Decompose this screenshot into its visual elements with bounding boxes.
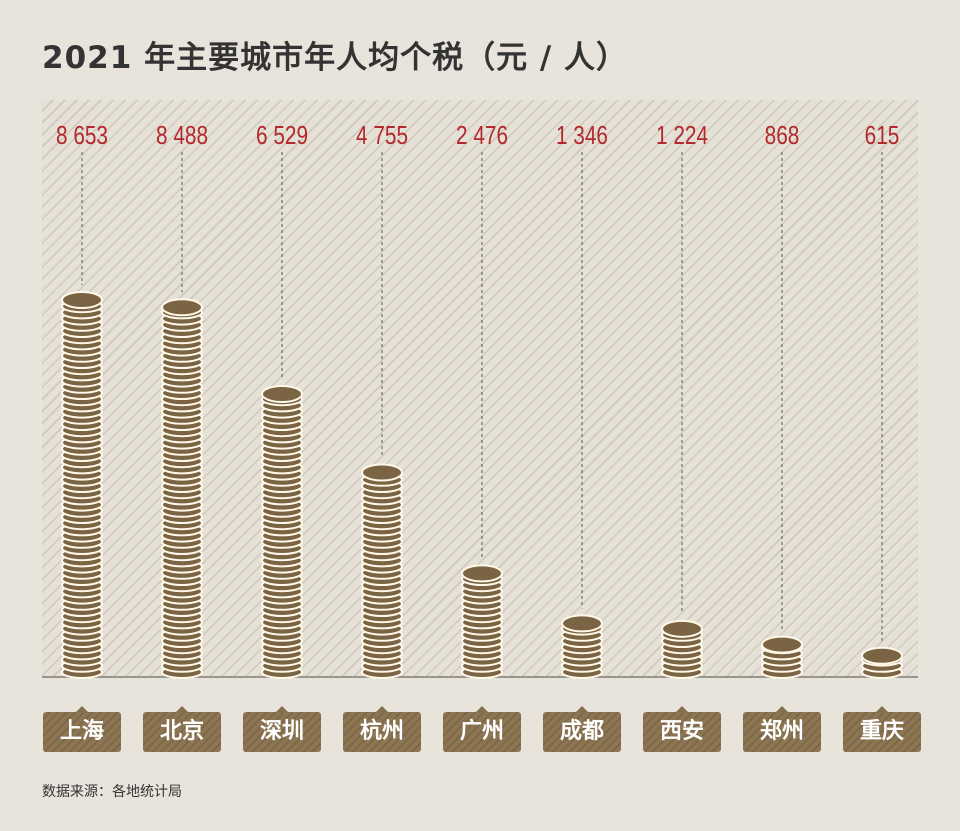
coin-stack-6 bbox=[661, 619, 703, 679]
coin-top bbox=[361, 463, 403, 482]
value-label: 1 224 bbox=[656, 121, 708, 150]
coin-stack-4 bbox=[461, 564, 503, 679]
value-label: 6 529 bbox=[256, 121, 308, 150]
category-label: 深圳 bbox=[243, 706, 321, 752]
value-label: 8 653 bbox=[56, 121, 108, 150]
coin-stack-1 bbox=[161, 298, 203, 679]
category-label: 北京 bbox=[143, 706, 221, 752]
coin-top bbox=[561, 614, 603, 633]
coin-top bbox=[661, 619, 703, 638]
coin-stack-2 bbox=[261, 385, 303, 679]
coin-stack-0 bbox=[61, 291, 103, 679]
value-label: 8 488 bbox=[156, 121, 208, 150]
category-label: 上海 bbox=[43, 706, 121, 752]
category-label: 广州 bbox=[443, 706, 521, 752]
value-label: 1 346 bbox=[556, 121, 608, 150]
category-label: 西安 bbox=[643, 706, 721, 752]
value-label: 615 bbox=[865, 121, 900, 150]
coin-stack-5 bbox=[561, 614, 603, 679]
coin-stack-7 bbox=[761, 635, 803, 679]
source-note: 数据来源：各地统计局 bbox=[42, 784, 182, 800]
value-label: 4 755 bbox=[356, 121, 408, 150]
category-label: 重庆 bbox=[843, 706, 921, 752]
category-label: 成都 bbox=[543, 706, 621, 752]
coin-top bbox=[161, 298, 203, 317]
chart-title: 2021 年主要城市年人均个税（元 / 人） bbox=[42, 40, 628, 76]
coin-top bbox=[861, 646, 903, 665]
category-label: 杭州 bbox=[343, 706, 421, 752]
coin-top bbox=[61, 291, 103, 309]
category-label: 郑州 bbox=[743, 706, 821, 752]
coin-stack-3 bbox=[361, 463, 403, 679]
coin-top bbox=[461, 564, 503, 583]
value-label: 2 476 bbox=[456, 121, 508, 150]
coin-top bbox=[761, 635, 803, 654]
coin-top bbox=[261, 385, 303, 404]
value-label: 868 bbox=[765, 121, 800, 150]
coin-stack-8 bbox=[861, 646, 903, 679]
